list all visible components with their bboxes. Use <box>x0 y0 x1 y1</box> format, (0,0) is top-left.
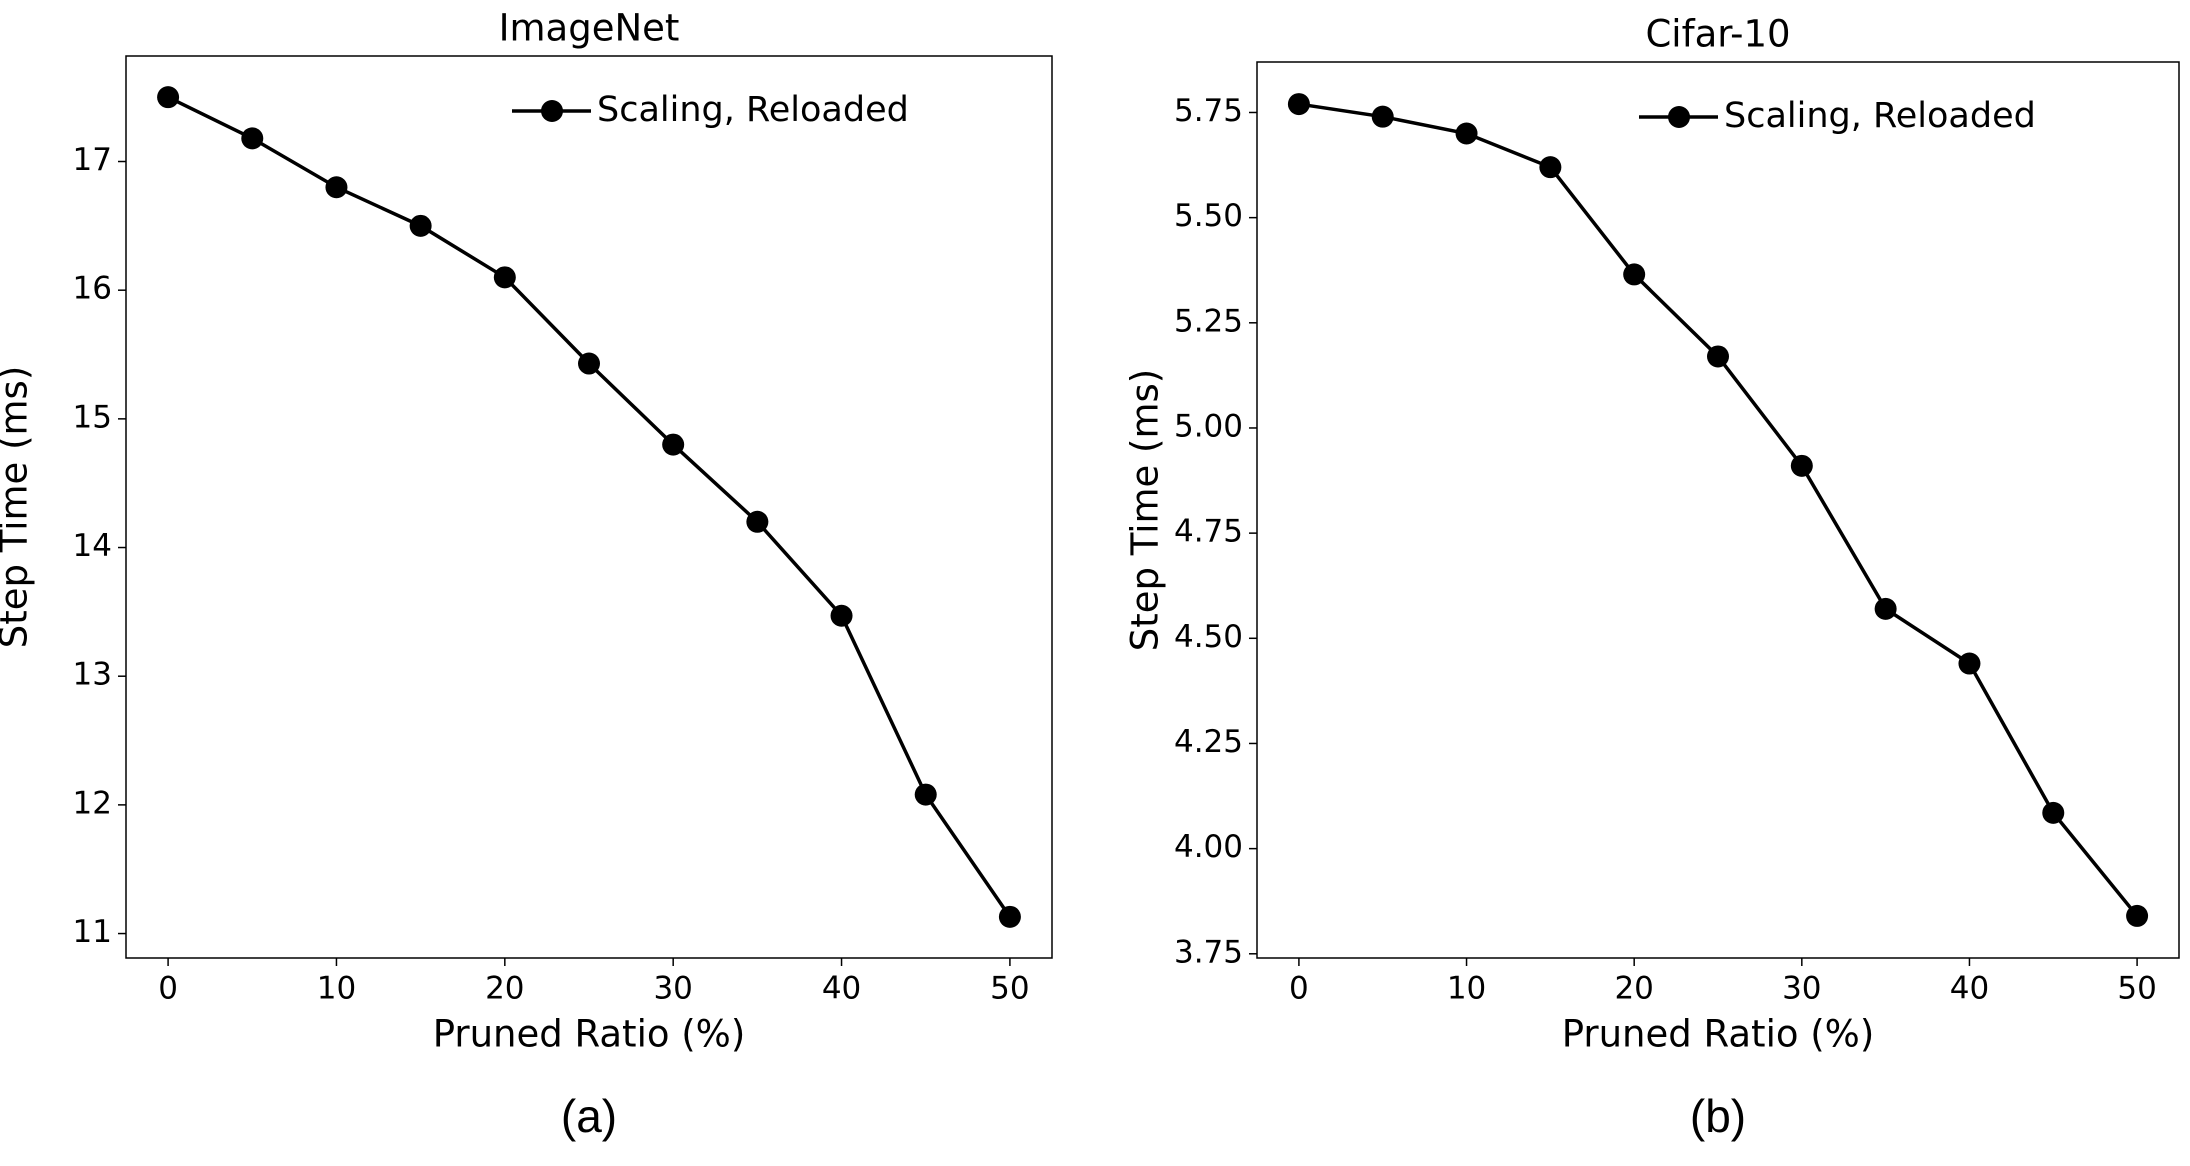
y-axis-label: Step Time (ms) <box>0 366 36 649</box>
data-point <box>746 510 769 533</box>
plot-frame <box>1256 61 2180 959</box>
data-point <box>493 266 516 289</box>
panel-caption: (a) <box>561 1090 617 1142</box>
y-tick-label: 12 <box>73 785 112 821</box>
data-point <box>914 783 937 806</box>
x-tick-label: 20 <box>485 971 524 1007</box>
legend-label: Scaling, Reloaded <box>1724 96 2036 136</box>
data-point <box>2126 904 2149 927</box>
chart-title: Cifar-10 <box>1645 13 1790 56</box>
x-tick-label: 0 <box>158 971 178 1007</box>
x-tick-label: 10 <box>1447 971 1486 1007</box>
x-tick-label: 30 <box>653 971 692 1007</box>
y-tick-label: 15 <box>73 399 112 435</box>
y-tick-label: 4.00 <box>1174 829 1243 865</box>
y-tick-label: 4.75 <box>1174 514 1243 550</box>
data-point <box>998 905 1021 928</box>
y-tick-label: 16 <box>73 271 112 307</box>
data-point <box>1623 263 1646 286</box>
y-tick-label: 4.25 <box>1174 724 1243 760</box>
x-tick-label: 40 <box>1950 971 1989 1007</box>
data-point <box>2042 801 2065 824</box>
series-line <box>167 95 1012 918</box>
data-point <box>1371 105 1394 128</box>
y-tick-label: 5.75 <box>1174 93 1243 129</box>
data-point <box>1958 652 1981 675</box>
data-point <box>1455 122 1478 145</box>
legend-marker <box>1668 106 1690 128</box>
data-point <box>241 127 264 150</box>
x-tick-label: 50 <box>2117 971 2156 1007</box>
y-tick-label: 4.50 <box>1174 619 1243 655</box>
y-tick-label: 5.50 <box>1174 198 1243 234</box>
plot-frame <box>125 55 1053 959</box>
legend-label: Scaling, Reloaded <box>597 90 909 130</box>
data-point <box>1874 597 1897 620</box>
data-point <box>578 352 600 375</box>
y-tick-label: 3.75 <box>1174 934 1243 970</box>
chart-title: ImageNet <box>499 7 680 50</box>
legend-marker <box>541 100 563 122</box>
data-point <box>1539 156 1562 179</box>
x-tick-label: 40 <box>822 971 861 1007</box>
x-tick-label: 10 <box>317 971 356 1007</box>
y-tick-label: 5.25 <box>1174 303 1243 339</box>
data-point <box>1790 454 1813 477</box>
y-tick-label: 17 <box>73 142 112 178</box>
x-tick-label: 50 <box>990 971 1029 1007</box>
data-point <box>325 176 348 199</box>
y-tick-label: 11 <box>73 914 112 950</box>
x-axis-label: Pruned Ratio (%) <box>433 1013 746 1056</box>
x-tick-label: 0 <box>1289 971 1309 1007</box>
data-point <box>830 604 853 627</box>
data-point <box>409 214 432 237</box>
data-point <box>157 86 180 109</box>
y-tick-label: 5.00 <box>1174 408 1243 444</box>
x-axis-label: Pruned Ratio (%) <box>1562 1013 1875 1056</box>
data-point <box>662 433 685 456</box>
series-line <box>1298 102 2139 918</box>
y-tick-label: 13 <box>73 657 112 693</box>
x-tick-label: 30 <box>1782 971 1821 1007</box>
data-point <box>1287 93 1310 116</box>
panel-caption: (b) <box>1690 1090 1746 1142</box>
x-tick-label: 20 <box>1614 971 1653 1007</box>
y-tick-label: 14 <box>73 528 112 564</box>
data-point <box>1707 345 1729 368</box>
y-axis-label: Step Time (ms) <box>1124 369 1167 652</box>
